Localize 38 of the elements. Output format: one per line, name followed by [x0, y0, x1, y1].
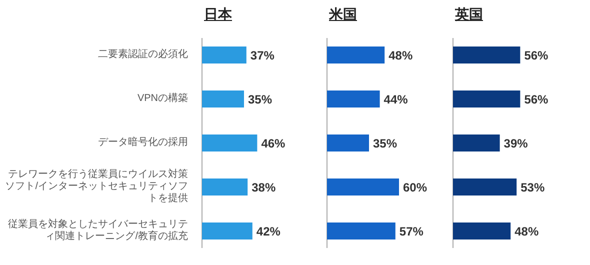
chart-title: 日本: [204, 6, 232, 24]
data-label: 48%: [514, 224, 539, 238]
bar: [453, 46, 520, 64]
bar: [327, 178, 399, 196]
data-label: 38%: [252, 180, 276, 194]
data-label: 48%: [388, 48, 413, 62]
bar: [202, 222, 252, 240]
data-label: 53%: [520, 180, 545, 194]
bar: [202, 46, 246, 64]
data-label: 35%: [248, 92, 272, 106]
bar: [453, 134, 500, 152]
data-label: 46%: [261, 136, 286, 150]
data-label: 37%: [250, 48, 275, 62]
data-label: 39%: [504, 136, 528, 150]
bar: [202, 178, 248, 196]
y-tick-label: 従業員を対象としたサイバーセキュリティ関連トレーニング/教育の拡充: [7, 219, 188, 243]
data-label: 60%: [403, 180, 428, 194]
y-tick-label: 二要素認証の必須化: [97, 49, 188, 61]
y-tick-label: VPNの構築: [136, 93, 188, 105]
data-label: 57%: [399, 224, 424, 238]
bar: [453, 90, 520, 108]
data-label: 56%: [524, 48, 549, 62]
bar: [327, 90, 380, 108]
bar: [202, 90, 244, 108]
data-label: 42%: [256, 224, 281, 238]
bar: [202, 134, 258, 152]
data-label: 44%: [384, 92, 408, 106]
y-tick-label: データ暗号化の採用: [97, 137, 188, 149]
y-tick-label: テレワークを行う従業員にウイルス対策ソフト/インターネットセキュリティソフトを提供: [4, 169, 188, 205]
data-label: 35%: [373, 136, 398, 150]
bar: [327, 46, 385, 64]
bar: [327, 222, 396, 240]
data-label: 56%: [524, 92, 549, 106]
chart-title: 米国: [329, 6, 357, 24]
chart-title: 英国: [455, 6, 483, 24]
bar: [327, 134, 369, 152]
bar: [453, 178, 517, 196]
bar: [453, 222, 511, 240]
